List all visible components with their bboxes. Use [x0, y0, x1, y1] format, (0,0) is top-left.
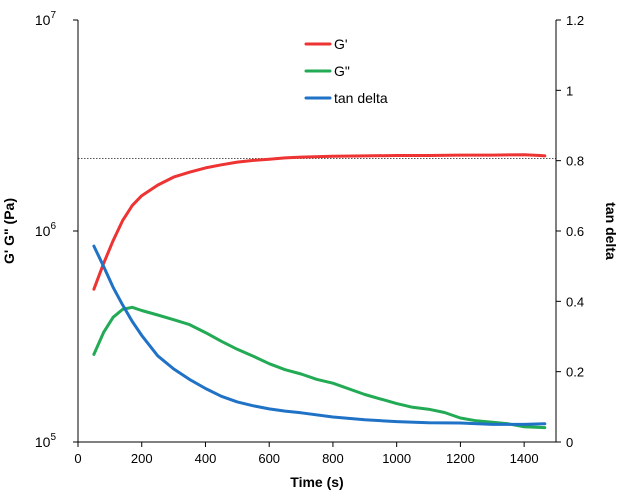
x-tick-label: 600 [258, 451, 280, 466]
legend-label: G' [334, 36, 348, 52]
y-right-tick-label: 1 [566, 83, 573, 98]
y-right-tick-label: 0.8 [566, 154, 584, 169]
y-right-tick-label: 1.2 [566, 13, 584, 28]
y-left-tick-label: 106 [35, 221, 57, 239]
x-tick-label: 400 [195, 451, 217, 466]
legend-label: tan delta [334, 90, 388, 106]
x-tick-label: 1000 [382, 451, 411, 466]
y-right-tick-label: 0.4 [566, 294, 584, 309]
x-axis-title: Time (s) [290, 474, 343, 490]
x-tick-label: 200 [131, 451, 153, 466]
y-left-tick-label: 107 [35, 10, 57, 28]
y-left-tick-label: 105 [35, 432, 57, 450]
series-line-3 [92, 244, 547, 426]
x-tick-label: 1200 [446, 451, 475, 466]
y-right-axis-title: tan delta [603, 202, 619, 260]
y-left-axis-title: G' G" (Pa) [1, 198, 17, 264]
x-tick-label: 0 [74, 451, 81, 466]
series-line-2 [92, 305, 547, 430]
y-right-tick-label: 0 [566, 435, 573, 450]
x-tick-label: 1400 [510, 451, 539, 466]
series-line-1 [92, 153, 547, 291]
y-right-tick-label: 0.6 [566, 224, 584, 239]
legend-label: G" [334, 63, 350, 79]
y-right-tick-label: 0.2 [566, 365, 584, 380]
x-tick-label: 800 [322, 451, 344, 466]
